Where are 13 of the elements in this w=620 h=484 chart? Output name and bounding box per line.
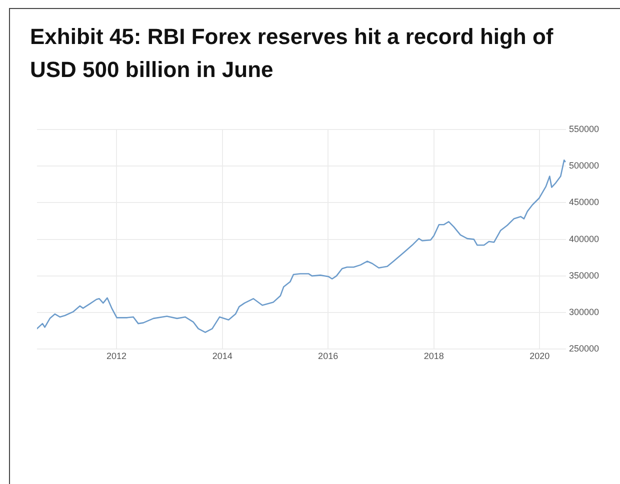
x-tick-label: 2018 xyxy=(424,351,444,362)
y-tick-label: 500000 xyxy=(569,160,600,171)
y-tick-label: 300000 xyxy=(569,307,600,318)
chart-title: Exhibit 45: RBI Forex reserves hit a record high of USD 500 billion in June xyxy=(30,23,554,84)
x-tick-label: 2020 xyxy=(530,351,550,362)
y-tick-label: 400000 xyxy=(569,234,600,244)
x-tick-label: 2012 xyxy=(106,351,127,362)
y-tick-label: 350000 xyxy=(569,270,600,280)
y-tick-label: 550000 xyxy=(569,124,600,134)
y-tick-label: 250000 xyxy=(569,344,600,354)
x-tick-label: 2016 xyxy=(318,351,338,362)
y-tick-label: 450000 xyxy=(569,197,600,208)
x-tick-label: 2014 xyxy=(212,351,232,362)
